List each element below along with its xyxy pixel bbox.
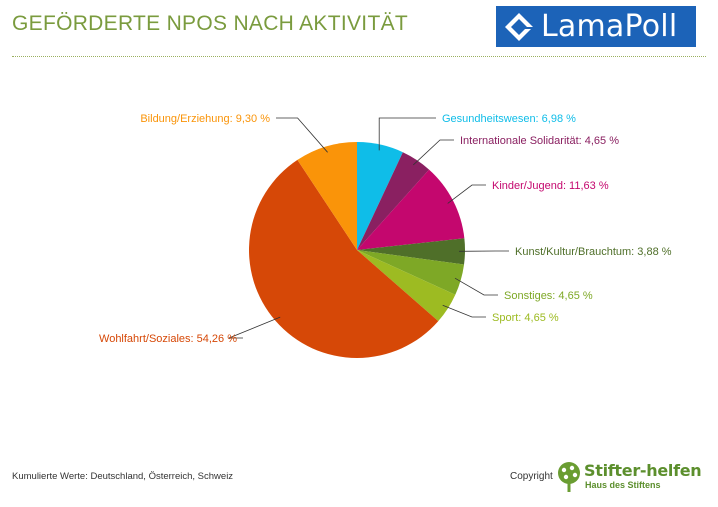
pie-label-kunst-kultur-brauchtum: Kunst/Kultur/Brauchtum: 3,88 % [515, 246, 672, 258]
leader-line-kinder-jugend [447, 184, 486, 204]
leader-line-internationale-solidaritaet [413, 139, 454, 166]
pie-labels: Gesundheitswesen: 6,98 % Internationale S… [99, 113, 672, 345]
pie-label-kinder-jugend: Kinder/Jugend: 11,63 % [492, 180, 609, 192]
pie-leader-lines [228, 117, 509, 339]
pie-slices [249, 142, 466, 358]
pie-slice-kinder-jugend[interactable] [357, 169, 465, 250]
pie-slice-wohlfahrt-soziales[interactable] [249, 159, 439, 358]
pie-label-internationale-solidaritaet: Internationale Solidarität: 4,65 % [460, 135, 619, 147]
pie-slice-bildung-erziehung[interactable] [297, 142, 357, 250]
footnote: Kumulierte Werte: Deutschland, Österreic… [12, 471, 234, 482]
stifter-helfen-tree-icon [558, 462, 580, 492]
pie-slice-gesundheitswesen[interactable] [357, 142, 403, 250]
lamapoll-logo[interactable]: LamaPoll [496, 6, 696, 47]
leader-line-wohlfahrt-soziales [228, 316, 281, 339]
pie-slice-kunst-kultur-brauchtum[interactable] [357, 238, 466, 265]
leader-line-bildung-erziehung [276, 117, 328, 153]
pie-label-sonstiges: Sonstiges: 4,65 % [504, 290, 593, 302]
pie-label-gesundheitswesen: Gesundheitswesen: 6,98 % [442, 113, 576, 125]
copyright-label: Copyright [510, 471, 553, 482]
stifter-helfen-name: Stifter-helfen [584, 461, 702, 480]
pie-slice-sonstiges[interactable] [357, 250, 465, 295]
stifter-helfen-logo[interactable]: Stifter-helfen Haus des Stiftens [556, 461, 706, 493]
page-title: GEFÖRDERTE NPOS NACH AKTIVITÄT [12, 12, 409, 35]
lamapoll-logo-text: LamaPoll [541, 9, 678, 44]
stifter-helfen-subtitle: Haus des Stiftens [585, 480, 661, 490]
pie-label-sport: Sport: 4,65 % [492, 312, 559, 324]
title-divider [12, 56, 706, 57]
pie-slice-internationale-solidaritaet[interactable] [357, 152, 430, 250]
leader-line-sport [442, 304, 486, 318]
pie-label-bildung-erziehung: Bildung/Erziehung: 9,30 % [140, 113, 270, 125]
pie-slice-sport[interactable] [357, 250, 456, 322]
leader-line-gesundheitswesen [378, 117, 436, 151]
lamapoll-logo-icon [505, 12, 533, 41]
pie-label-wohlfahrt-soziales: Wohlfahrt/Soziales: 54,26 % [99, 333, 237, 345]
leader-line-sonstiges [454, 277, 498, 296]
